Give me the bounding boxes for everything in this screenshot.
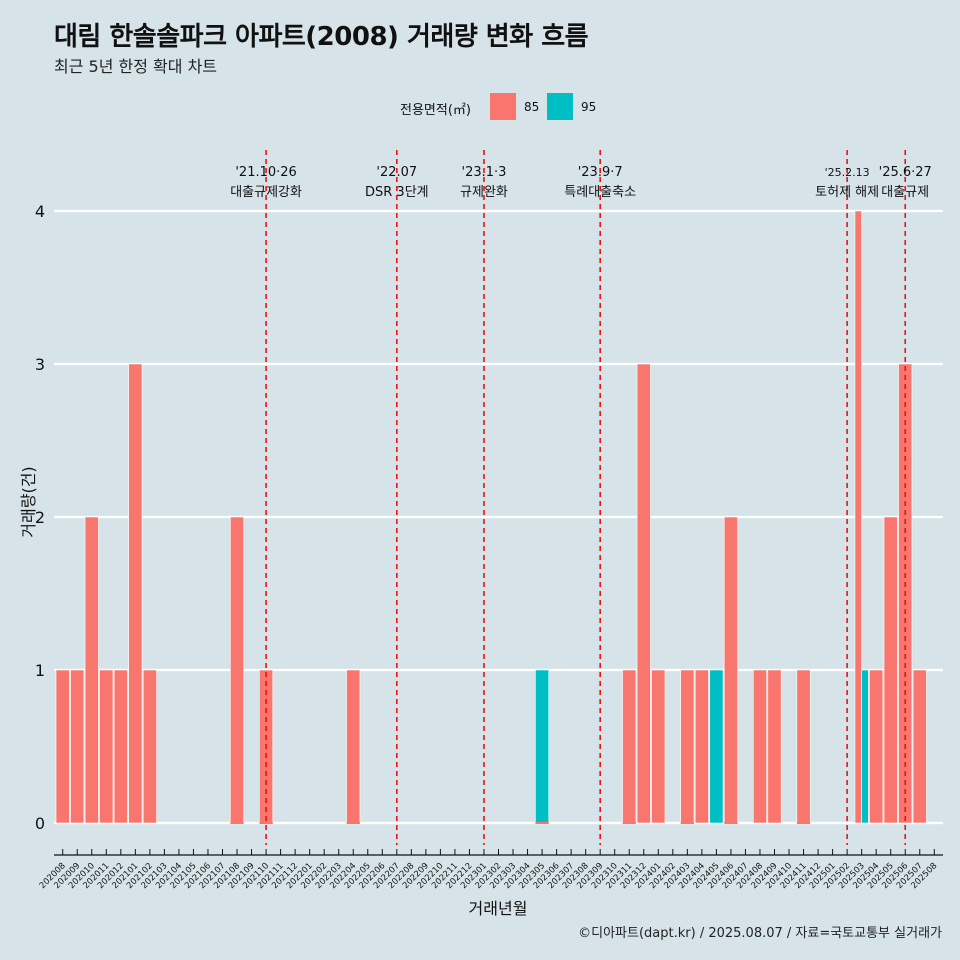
event-label-2: 규제완화 [460, 185, 508, 200]
legend: 전용면적(㎡) 85 95 [0, 93, 960, 121]
bar-202311-85 [622, 669, 637, 824]
legend-label-95: 95 [581, 100, 597, 114]
y-tick-label-0: 0 [35, 814, 45, 833]
event-date-0: '21.10·26 [235, 165, 296, 180]
bar-202409-85 [767, 669, 782, 824]
event-date-5: '25.6·27 [879, 165, 932, 180]
source-caption: ©디아파트(dapt.kr) / 2025.08.07 / 자료=국토교통부 실… [578, 926, 942, 941]
zero-marker-202411 [796, 822, 811, 824]
event-label-4: 토허제 해제 [815, 185, 879, 200]
zero-marker-202110 [259, 822, 273, 824]
bar-202503-85 [854, 210, 862, 824]
bar-202011-85 [99, 669, 114, 824]
legend-swatch-95 [547, 93, 573, 120]
bar-202507-85 [912, 669, 927, 824]
zero-marker-202108 [230, 822, 244, 824]
bar-202108-85 [230, 516, 245, 824]
bar-202411-85 [796, 669, 811, 824]
y-tick-label-2: 2 [35, 508, 45, 527]
event-label-3: 특례대출축소 [564, 185, 636, 200]
event-date-1: '22.07 [376, 165, 417, 180]
x-axis-title: 거래년월 [469, 899, 528, 918]
bar-202101-85 [128, 363, 143, 824]
bar-202204-85 [346, 669, 361, 824]
chart-title: 대림 한솔솔파크 아파트(2008) 거래량 변화 흐름 [54, 22, 589, 52]
bar-202010-85 [84, 516, 99, 824]
event-label-1: DSR 3단계 [365, 185, 429, 200]
zero-marker-202403 [680, 822, 695, 824]
event-label-0: 대출규제강화 [230, 185, 302, 200]
legend-title: 전용면적(㎡) [400, 103, 471, 118]
bar-202404-85 [694, 669, 709, 824]
bar-202505-85 [883, 516, 898, 824]
bar-202009-85 [70, 669, 85, 824]
zero-marker-202406 [724, 822, 738, 824]
y-tick-label-4: 4 [35, 202, 45, 221]
bar-202401-85 [651, 669, 666, 824]
legend-swatch-85 [490, 93, 516, 120]
zero-marker-202311 [622, 822, 636, 824]
event-label-5: 대출규제 [881, 185, 929, 200]
bar-202305-95 [535, 669, 550, 824]
event-date-2: '23.1·3 [462, 165, 507, 180]
bar-202405-95 [709, 669, 724, 824]
zero-marker-202204 [346, 822, 360, 824]
bar-202503-95 [861, 669, 869, 824]
chart-subtitle: 최근 5년 한정 확대 차트 [54, 57, 218, 76]
zero-marker-202305 [535, 822, 549, 824]
y-axis-title: 거래량(건) [19, 466, 38, 537]
bar-202408-85 [752, 669, 767, 824]
event-date-3: '23.9·7 [578, 165, 623, 180]
bar-202312-85 [636, 363, 651, 824]
bar-202008-85 [55, 669, 70, 824]
event-date-4: '25.2.13 [825, 166, 870, 179]
y-tick-label-1: 1 [35, 661, 45, 680]
bar-202403-85 [680, 669, 695, 824]
bar-202012-85 [113, 669, 128, 824]
bar-202406-85 [723, 516, 738, 824]
y-tick-label-3: 3 [35, 355, 45, 374]
bar-202504-85 [869, 669, 884, 824]
bar-202102-85 [142, 669, 157, 824]
legend-label-85: 85 [524, 100, 540, 114]
